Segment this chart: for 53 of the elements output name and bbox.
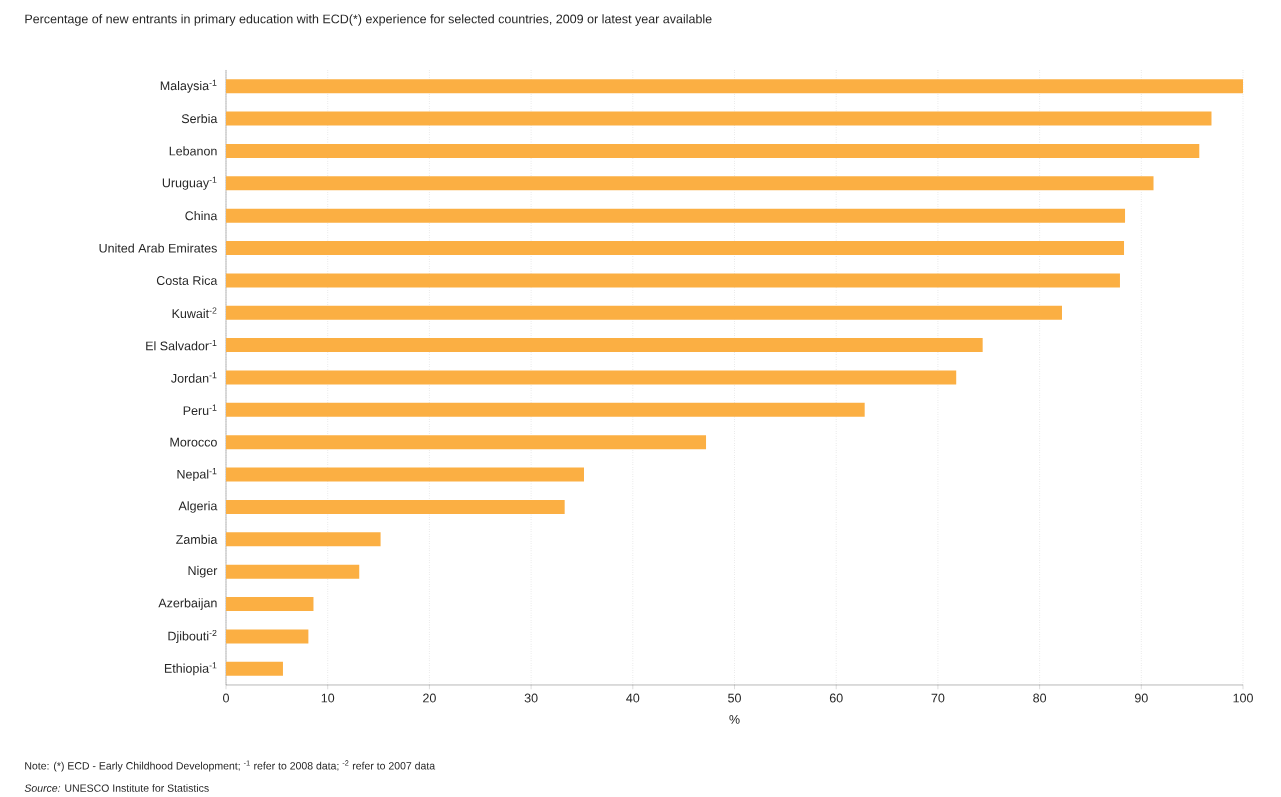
y-tick-label: Peru$^{-1}$ — [183, 404, 217, 416]
text: Note: (*) ECD - Early Childhood Development; $^{-1}$ refer to 2008 data; $^{-2}$ refer to 2007 data — [25, 760, 436, 772]
x-tick-label: 40 — [626, 693, 640, 703]
bar — [226, 532, 381, 547]
x-tick-label: 50 — [728, 693, 741, 703]
y-tick-label: Morocco — [170, 437, 217, 447]
bar — [226, 402, 865, 417]
x-tick-label: 90 — [1134, 693, 1148, 703]
text: Source: UNESCO Institute for Statistics — [24, 784, 209, 792]
y-tick-label: Uruguay$^{-1}$ — [162, 176, 217, 190]
y-tick-label: Niger — [188, 565, 218, 578]
bar — [226, 176, 1154, 191]
bar — [226, 305, 1062, 320]
bar — [226, 79, 1244, 94]
y-tick-label: Nepal$^{-1}$ — [177, 468, 217, 482]
bar — [226, 143, 1200, 158]
y-tick-label: Djibouti$^{-2}$ — [168, 629, 217, 643]
bar — [226, 499, 565, 514]
y-tick-label: Zambia — [176, 534, 218, 544]
y-tick-label: Serbia — [181, 113, 218, 124]
y-tick-label: United Arab Emirates — [99, 243, 217, 253]
x-axis-title: % — [729, 714, 740, 724]
bar — [226, 208, 1126, 223]
y-tick-label: Ethiopia$^{-1}$ — [164, 662, 217, 676]
bar — [226, 629, 309, 644]
bar — [226, 661, 283, 676]
y-tick-label: China — [185, 211, 218, 221]
y-tick-label: Kuwait$^{-2}$ — [172, 307, 217, 319]
y-tick-label: Jordan$^{-1}$ — [171, 372, 217, 383]
bar — [226, 338, 983, 353]
y-tick-label: Azerbaijan — [158, 598, 217, 610]
y-tick-label: Algeria — [178, 501, 218, 513]
bar — [226, 597, 314, 612]
bar — [226, 467, 584, 482]
x-tick-label: 70 — [931, 693, 945, 703]
bar — [226, 564, 360, 579]
x-tick-label: 0 — [223, 693, 229, 703]
y-tick-label: Costa Rica — [156, 275, 218, 285]
bar — [226, 370, 957, 385]
bar — [226, 435, 707, 450]
x-tick-label: 80 — [1033, 693, 1047, 703]
y-tick-label: Lebanon — [169, 146, 217, 156]
bar — [226, 241, 1125, 256]
x-tick-label: 30 — [524, 693, 538, 703]
y-tick-label: Malaysia$^{-1}$ — [160, 79, 217, 93]
y-tick-label: El Salvador$^{-1}$ — [146, 339, 217, 351]
chart-title: Percentage of new entrants in primary education with ECD(*) experience for selected countries, 2009 or latest year available — [25, 14, 712, 26]
x-tick-label: 60 — [829, 693, 843, 703]
x-tick-label: 10 — [321, 693, 335, 703]
x-tick-label: 20 — [423, 693, 436, 703]
bar — [226, 111, 1212, 126]
x-tick-label: 100 — [1233, 693, 1253, 703]
bar — [226, 273, 1120, 288]
